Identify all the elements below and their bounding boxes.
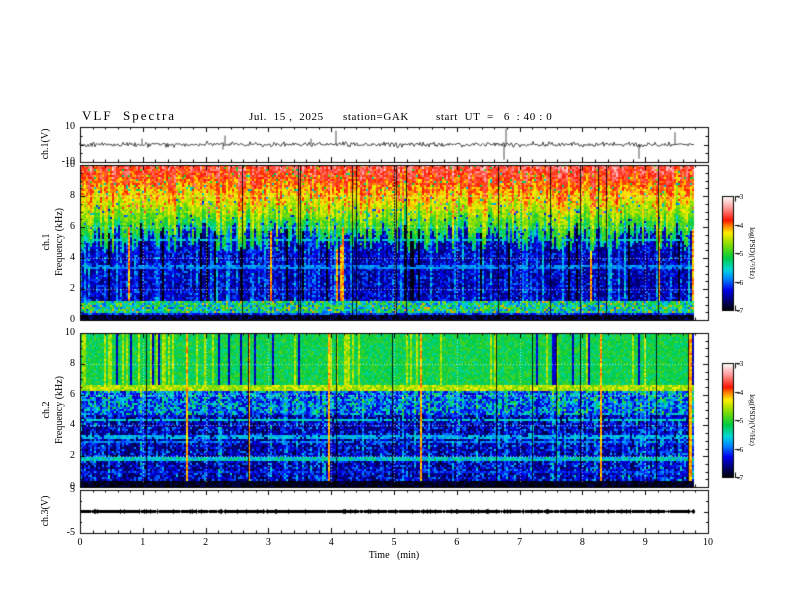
x-axis-title: Time (min) bbox=[368, 550, 420, 561]
colorbar2-tick-label: -5 bbox=[737, 416, 744, 425]
x-tick-label: 3 bbox=[265, 537, 271, 548]
colorbar1-tick-label: -6 bbox=[737, 277, 744, 287]
x-tick-label: 7 bbox=[517, 537, 523, 548]
ch2-frequency-axis-line2: Frequency (kHz) bbox=[54, 375, 65, 445]
start-ut-label: start UT = 6 : 40 : 0 bbox=[436, 111, 553, 123]
x-tick-label: 1 bbox=[140, 537, 146, 548]
colorbar1-tick-label: -5 bbox=[737, 249, 744, 258]
ch3-voltage-y-tick-label: 5 bbox=[70, 484, 75, 495]
ch1-spectrogram-y-tick-label: 4 bbox=[70, 252, 75, 263]
x-tick-label: 0 bbox=[77, 537, 83, 548]
ch3-voltage-y-tick-label: -5 bbox=[66, 527, 75, 538]
ch1-voltage-y-tick-label: -10 bbox=[61, 156, 75, 167]
x-tick-label: 4 bbox=[328, 537, 334, 548]
x-tick-label: 9 bbox=[642, 537, 648, 548]
colorbar2-tick-label: -4 bbox=[737, 387, 744, 397]
ch2-spectrogram-y-tick-label: 4 bbox=[70, 419, 75, 431]
x-tick-label: 8 bbox=[579, 537, 585, 548]
colorbar1-tick-label: -7 bbox=[737, 306, 744, 315]
ch1-spectrogram-y-tick-label: 6 bbox=[70, 221, 75, 232]
ch2-spectrogram-y-tick-label: 2 bbox=[70, 450, 75, 462]
ch1-voltage-y-tick-label: 10 bbox=[65, 121, 75, 132]
ch2-spectrogram-y-tick-label: 6 bbox=[70, 388, 75, 400]
x-tick-label: 5 bbox=[391, 537, 397, 548]
colorbar2-tick-label: -7 bbox=[737, 473, 744, 482]
x-tick-label: 6 bbox=[454, 537, 460, 548]
colorbar2-tick-label: -6 bbox=[737, 444, 744, 454]
ch2-spectrogram-y-tick-label: 0 bbox=[70, 481, 75, 492]
ch1-spectrogram-y-tick-label: 10 bbox=[65, 159, 75, 170]
ch2-spectrogram-y-tick-label: 10 bbox=[65, 327, 75, 338]
ch1-spectrogram-y-tick-label: 8 bbox=[70, 190, 75, 201]
page-title: VLF Spectra bbox=[82, 108, 177, 123]
ch3-voltage-axis-title: ch.3(V) bbox=[40, 495, 51, 527]
colorbar2-tick-label: -3 bbox=[737, 359, 744, 368]
ch1-spectrogram-y-tick-label: 0 bbox=[70, 314, 75, 325]
ch1-spectrogram-y-tick-label: 2 bbox=[70, 283, 75, 294]
x-tick-label: 2 bbox=[203, 537, 209, 548]
station-label: station=GAK bbox=[343, 111, 409, 123]
colorbar1-tick-label: -4 bbox=[737, 220, 744, 230]
colorbar1-tick-label: -3 bbox=[737, 192, 744, 201]
date-label: Jul. 15 , 2025 bbox=[249, 111, 324, 123]
x-tick-label: 10 bbox=[703, 537, 713, 548]
ch2-spectrogram-y-tick-label: 8 bbox=[70, 357, 75, 369]
